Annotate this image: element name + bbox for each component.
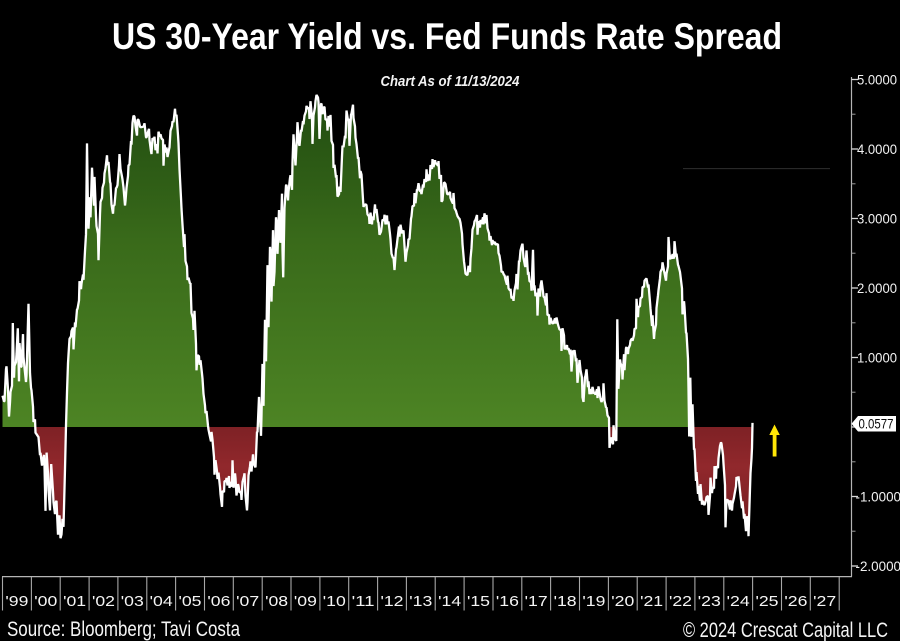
- svg-text:'11: '11: [352, 593, 375, 610]
- svg-text:'07: '07: [236, 593, 259, 610]
- svg-text:'14: '14: [438, 593, 461, 610]
- svg-text:'17: '17: [525, 593, 548, 610]
- svg-text:'01: '01: [63, 593, 86, 610]
- svg-text:'24: '24: [727, 593, 750, 610]
- svg-text:'04: '04: [150, 593, 173, 610]
- svg-text:'00: '00: [34, 593, 57, 610]
- svg-text:'25: '25: [756, 593, 779, 610]
- svg-text:'22: '22: [669, 593, 692, 610]
- svg-text:'26: '26: [784, 593, 807, 610]
- svg-text:3.0000: 3.0000: [857, 211, 897, 227]
- svg-text:'08: '08: [265, 593, 288, 610]
- svg-text:'16: '16: [496, 593, 519, 610]
- svg-text:4.0000: 4.0000: [857, 141, 897, 157]
- svg-text:'19: '19: [582, 593, 605, 610]
- svg-text:'09: '09: [294, 593, 317, 610]
- svg-text:'06: '06: [207, 593, 230, 610]
- svg-text:'99: '99: [5, 593, 28, 610]
- svg-text:'23: '23: [698, 593, 721, 610]
- svg-text:'27: '27: [813, 593, 836, 610]
- svg-text:-2.0000: -2.0000: [856, 558, 900, 574]
- svg-text:0.0577: 0.0577: [859, 417, 894, 432]
- svg-text:© 2024 Crescat Capital LLC: © 2024 Crescat Capital LLC: [683, 619, 888, 641]
- svg-text:'02: '02: [92, 593, 115, 610]
- svg-text:'21: '21: [640, 593, 663, 610]
- svg-text:'20: '20: [611, 593, 634, 610]
- svg-text:-1.0000: -1.0000: [856, 489, 900, 505]
- svg-text:'03: '03: [121, 593, 144, 610]
- svg-text:2.0000: 2.0000: [857, 280, 897, 296]
- svg-text:US 30-Year Yield vs. Fed Funds: US 30-Year Yield vs. Fed Funds Rate Spre…: [112, 16, 782, 57]
- svg-text:'05: '05: [179, 593, 202, 610]
- svg-text:'18: '18: [554, 593, 577, 610]
- svg-text:'15: '15: [467, 593, 490, 610]
- svg-text:'10: '10: [323, 593, 346, 610]
- svg-text:1.0000: 1.0000: [857, 350, 897, 366]
- svg-text:5.0000: 5.0000: [857, 72, 897, 88]
- svg-text:Source: Bloomberg; Tavi Costa: Source: Bloomberg; Tavi Costa: [7, 618, 240, 641]
- svg-text:'13: '13: [409, 593, 432, 610]
- svg-text:Chart As of 11/13/2024: Chart As of 11/13/2024: [381, 74, 520, 90]
- svg-text:'12: '12: [381, 593, 404, 610]
